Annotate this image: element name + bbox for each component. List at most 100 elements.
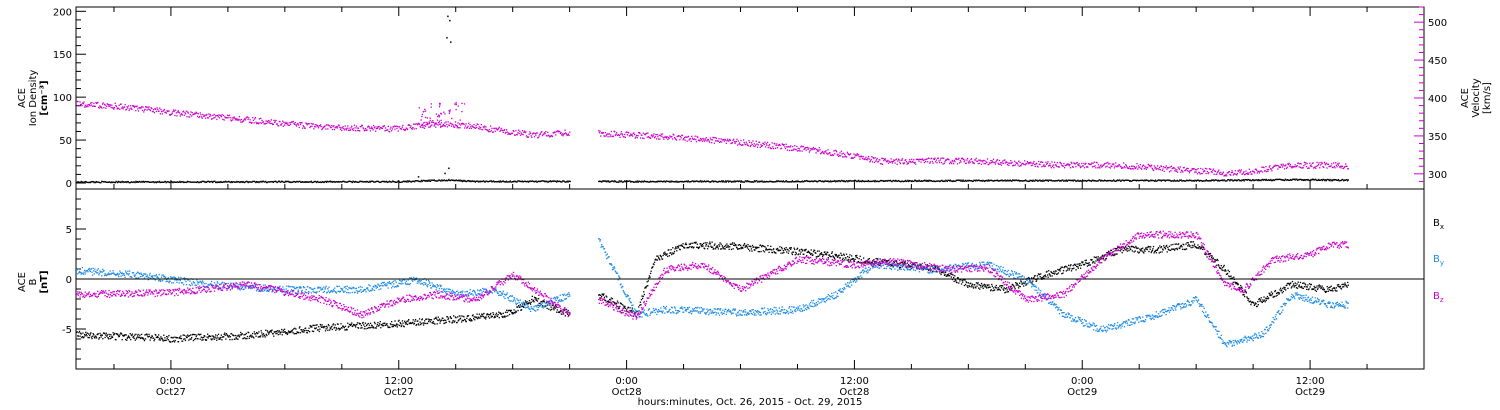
velocity-point: [974, 159, 977, 161]
velocity-point: [347, 129, 350, 131]
bx-point: [762, 244, 764, 247]
density-point: [448, 179, 451, 181]
velocity-point: [1117, 165, 1119, 167]
bx-point: [85, 333, 87, 336]
density-point: [363, 181, 365, 183]
density-point: [794, 180, 796, 183]
velocity-point: [1185, 169, 1187, 171]
density-point: [882, 179, 884, 182]
bx-point: [95, 336, 97, 338]
velocity-point: [944, 161, 946, 163]
bx-point: [479, 317, 481, 319]
velocity-point: [429, 117, 431, 119]
bx-point: [193, 333, 195, 336]
density-point: [128, 181, 130, 184]
density-point: [1156, 180, 1158, 182]
bx-point: [520, 309, 523, 311]
velocity-point: [380, 127, 382, 129]
velocity-point: [390, 130, 393, 132]
bx-point: [270, 329, 272, 332]
density-point: [1246, 179, 1248, 181]
density-tick-label: 150: [53, 50, 72, 61]
density-point: [614, 180, 616, 182]
velocity-point: [414, 123, 416, 125]
bx-point: [721, 248, 723, 250]
velocity-point: [512, 129, 514, 132]
density-point: [1066, 180, 1068, 182]
bx-point: [803, 253, 805, 256]
density-point: [1229, 180, 1231, 182]
velocity-point: [432, 121, 435, 124]
density-point: [95, 180, 98, 183]
velocity-point: [1111, 165, 1113, 168]
density-point: [1185, 180, 1187, 182]
velocity-point: [986, 161, 988, 164]
density-point: [898, 180, 901, 182]
density-point: [1127, 179, 1129, 181]
velocity-point: [748, 141, 751, 143]
bx-point: [88, 337, 90, 339]
velocity-point: [1346, 165, 1348, 168]
density-point: [955, 180, 957, 182]
density-point: [1247, 178, 1249, 181]
velocity-point: [1013, 164, 1015, 167]
density-point: [287, 180, 290, 183]
velocity-point: [1121, 167, 1124, 169]
bx-point: [697, 247, 700, 250]
density-point: [1248, 178, 1250, 181]
velocity-point: [353, 124, 356, 126]
bx-point: [113, 333, 115, 335]
velocity-point: [1025, 162, 1027, 165]
bx-point: [476, 318, 479, 320]
density-point: [224, 180, 227, 182]
density-point: [689, 181, 691, 183]
density-point: [196, 181, 199, 183]
velocity-point: [161, 113, 164, 115]
bx-point: [104, 336, 106, 339]
density-point: [920, 180, 922, 182]
density-point: [624, 180, 626, 182]
density-point: [1081, 179, 1084, 181]
velocity-point: [684, 139, 686, 141]
velocity-point: [1299, 166, 1302, 169]
density-point: [1293, 178, 1296, 180]
velocity-point: [741, 144, 743, 146]
velocity-point: [992, 161, 994, 163]
bx-point: [262, 333, 265, 335]
velocity-point: [283, 124, 286, 126]
velocity-point: [1180, 171, 1182, 173]
bx-point: [528, 300, 531, 302]
density-point: [1121, 179, 1123, 181]
density-point: [1029, 179, 1031, 181]
density-point: [1157, 179, 1160, 181]
velocity-point: [1014, 160, 1016, 162]
velocity-point: [758, 141, 760, 143]
bx-point: [356, 322, 359, 324]
velocity-point: [232, 119, 234, 121]
density-point: [429, 180, 432, 183]
bx-point: [360, 327, 362, 329]
density-point: [1324, 179, 1327, 181]
density-point: [721, 181, 724, 183]
velocity-point: [135, 105, 138, 108]
bx-point: [718, 243, 720, 246]
velocity-point: [798, 150, 800, 152]
velocity-point: [1220, 173, 1223, 175]
velocity-point: [1246, 172, 1248, 175]
velocity-point: [366, 129, 368, 131]
density-point: [1072, 179, 1074, 181]
density-point: [381, 180, 383, 183]
velocity-point: [274, 121, 276, 124]
velocity-point: [178, 112, 181, 114]
velocity-point: [236, 119, 238, 121]
density-point: [859, 180, 861, 182]
velocity-point: [1041, 166, 1043, 168]
density-point: [1022, 180, 1024, 182]
bx-point: [362, 321, 364, 324]
velocity-point: [1035, 163, 1037, 165]
bx-point: [225, 333, 228, 335]
velocity-point: [1188, 172, 1191, 174]
velocity-point: [1049, 163, 1051, 165]
velocity-point: [395, 125, 397, 127]
velocity-point: [813, 148, 815, 150]
